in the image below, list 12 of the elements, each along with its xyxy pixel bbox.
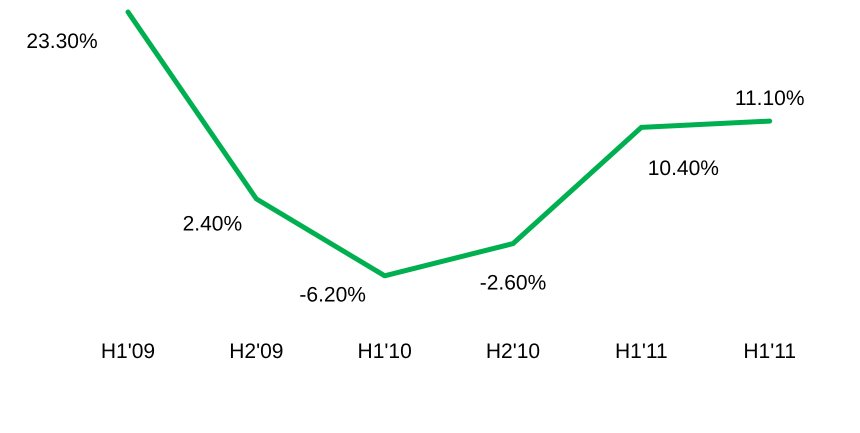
data-label: 10.40%	[648, 157, 719, 180]
x-tick-label: H1'11	[615, 340, 668, 364]
data-label: 23.30%	[26, 30, 98, 53]
x-tick-label: H1'11	[743, 340, 796, 364]
x-tick-label: H1'09	[100, 340, 156, 364]
data-label: -6.20%	[299, 284, 366, 307]
x-tick-label: H1'10	[358, 340, 412, 364]
data-label: 11.10%	[734, 86, 805, 110]
data-label: -2.60%	[480, 271, 546, 294]
x-tick-label: H2'09	[229, 340, 284, 364]
data-label: 2.40%	[182, 212, 242, 236]
x-tick-label: H2'10	[486, 340, 540, 364]
